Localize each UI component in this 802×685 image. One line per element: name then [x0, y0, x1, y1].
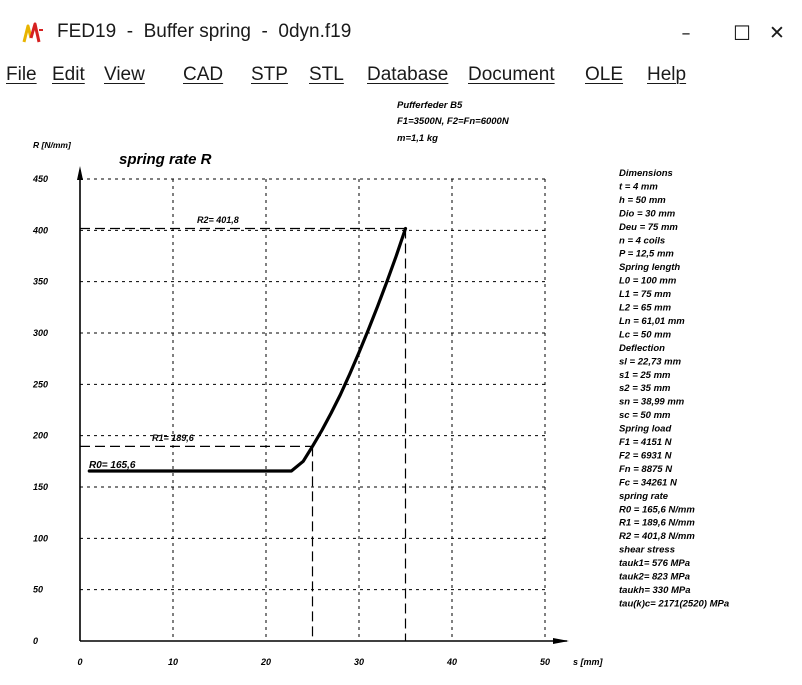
- annotation-r0: R0= 165,6: [89, 460, 136, 471]
- info-line-1: t = 4 mm: [619, 181, 658, 192]
- info-line-23: Fc = 34261 N: [619, 477, 678, 488]
- info-line-8: L0 = 100 mm: [619, 276, 677, 287]
- info-line-3: Dio = 30 mm: [619, 208, 676, 219]
- window-title: FED19 - Buffer spring - 0dyn.f19: [57, 21, 352, 42]
- info-line-15: s1 = 25 mm: [619, 370, 671, 381]
- info-line-4: Deu = 75 mm: [619, 222, 678, 233]
- y-tick-label-300: 300: [33, 328, 48, 338]
- info-line-17: sn = 38,99 mm: [619, 397, 685, 408]
- x-axis-label: s [mm]: [573, 657, 604, 667]
- info-line-12: Lc = 50 mm: [619, 329, 672, 340]
- info-line-22: Fn = 8875 N: [619, 464, 673, 475]
- info-line-28: shear stress: [619, 545, 675, 556]
- info-line-14: sl = 22,73 mm: [619, 356, 682, 367]
- info-line-20: F1 = 4151 N: [619, 437, 673, 448]
- info-line-7: Spring length: [619, 262, 680, 273]
- info-line-32: tau(k)c= 2171(2520) MPa: [619, 598, 729, 609]
- info-panel: Dimensions t = 4 mm h = 50 mm Dio = 30 mm De…: [619, 168, 729, 609]
- info-line-30: tauk2= 823 MPa: [619, 572, 690, 583]
- y-tick-label-400: 400: [32, 225, 48, 235]
- y-tick-label-450: 450: [32, 174, 48, 184]
- annotation-r1: R1= 189,6: [152, 433, 195, 443]
- x-tick-label-20: 20: [260, 657, 271, 667]
- menu-cad[interactable]: CAD: [183, 64, 224, 85]
- menu-database[interactable]: Database: [367, 64, 449, 85]
- info-line-18: sc = 50 mm: [619, 410, 671, 421]
- menu-stl[interactable]: STL: [309, 64, 344, 85]
- menu-bar: File Edit View CAD STP STL Database Docu…: [0, 64, 802, 90]
- y-tick-label-100: 100: [33, 533, 48, 543]
- info-line-27: R2 = 401,8 N/mm: [619, 531, 695, 542]
- grid-layer: [80, 178, 546, 641]
- header-note-line-2: F1=3500N, F2=Fn=6000N: [397, 116, 510, 127]
- menu-ole[interactable]: OLE: [585, 64, 624, 85]
- annotation-r2: R2= 401,8: [197, 215, 239, 225]
- reference-lines: [80, 227, 407, 641]
- y-axis-arrow-icon: [77, 166, 83, 180]
- app-logo-icon: [22, 22, 43, 43]
- menu-stp[interactable]: STP: [251, 64, 288, 85]
- info-line-13: Deflection: [619, 343, 665, 354]
- menu-help[interactable]: Help: [647, 64, 687, 85]
- spring-rate-chart: 0 50 100 150 200 250 300 350 400 450 0 10 20 30 40 50 s…: [32, 100, 729, 667]
- menu-view[interactable]: View: [104, 64, 145, 85]
- close-icon: ✕: [769, 22, 785, 44]
- title-bar[interactable]: FED19 - Buffer spring - 0dyn.f19 – ☐ ✕: [0, 0, 802, 64]
- info-line-11: Ln = 61,01 mm: [619, 316, 685, 327]
- x-tick-label-30: 30: [354, 657, 364, 667]
- info-line-0: Dimensions: [619, 168, 673, 179]
- info-line-21: F2 = 6931 N: [619, 450, 673, 461]
- y-tick-label-0: 0: [33, 636, 38, 646]
- info-line-2: h = 50 mm: [619, 195, 666, 206]
- tick-labels: 0 50 100 150 200 250 300 350 400 450 0 10 20 30 40 50: [32, 174, 550, 667]
- y-tick-label-250: 250: [32, 379, 48, 389]
- menu-file[interactable]: File: [6, 64, 37, 85]
- menu-edit[interactable]: Edit: [52, 64, 85, 85]
- y-tick-label-200: 200: [32, 431, 48, 441]
- info-line-16: s2 = 35 mm: [619, 383, 671, 394]
- x-tick-label-10: 10: [168, 657, 178, 667]
- header-note-line-1: Pufferfeder B5: [397, 100, 463, 111]
- x-tick-label-50: 50: [540, 657, 550, 667]
- info-line-5: n = 4 coils: [619, 235, 665, 246]
- info-line-19: Spring load: [619, 424, 671, 435]
- header-note-line-3: m=1,1 kg: [397, 133, 438, 144]
- info-line-29: tauk1= 576 MPa: [619, 558, 690, 569]
- x-tick-label-0: 0: [77, 657, 82, 667]
- menu-document[interactable]: Document: [468, 64, 555, 85]
- y-tick-label-350: 350: [33, 277, 48, 287]
- x-tick-label-40: 40: [446, 657, 457, 667]
- maximize-icon: ☐: [733, 21, 751, 45]
- maximize-button[interactable]: ☐: [719, 10, 765, 56]
- spring-rate-plot-area: 0 50 100 150 200 250 300 350 400 450 0 10 20 30 40 50 s…: [7, 92, 802, 680]
- y-tick-label-50: 50: [33, 585, 43, 595]
- spring-rate-curve: [87, 226, 408, 473]
- series-layer: [87, 226, 408, 473]
- logo-stroke-yellow: [22, 24, 33, 43]
- info-line-9: L1 = 75 mm: [619, 289, 672, 300]
- chart-title: spring rate R: [119, 151, 212, 168]
- info-line-25: R0 = 165,6 N/mm: [619, 504, 695, 515]
- minimize-icon: –: [681, 22, 691, 44]
- close-button[interactable]: ✕: [754, 10, 800, 56]
- y-axis-label: R [N/mm]: [33, 140, 72, 150]
- y-tick-label-150: 150: [33, 482, 48, 492]
- info-line-24: spring rate: [619, 491, 669, 502]
- info-line-6: P = 12,5 mm: [619, 249, 674, 260]
- axes: [77, 166, 569, 644]
- x-axis-arrow-icon: [553, 638, 569, 644]
- info-line-31: taukh= 330 MPa: [619, 585, 691, 596]
- logo-stroke-red: [29, 22, 41, 43]
- header-note: Pufferfeder B5 F1=3500N, F2=Fn=6000N m=1…: [397, 100, 510, 144]
- info-line-26: R1 = 189,6 N/mm: [619, 518, 695, 529]
- info-line-10: L2 = 65 mm: [619, 303, 672, 314]
- minimize-button[interactable]: –: [663, 10, 709, 56]
